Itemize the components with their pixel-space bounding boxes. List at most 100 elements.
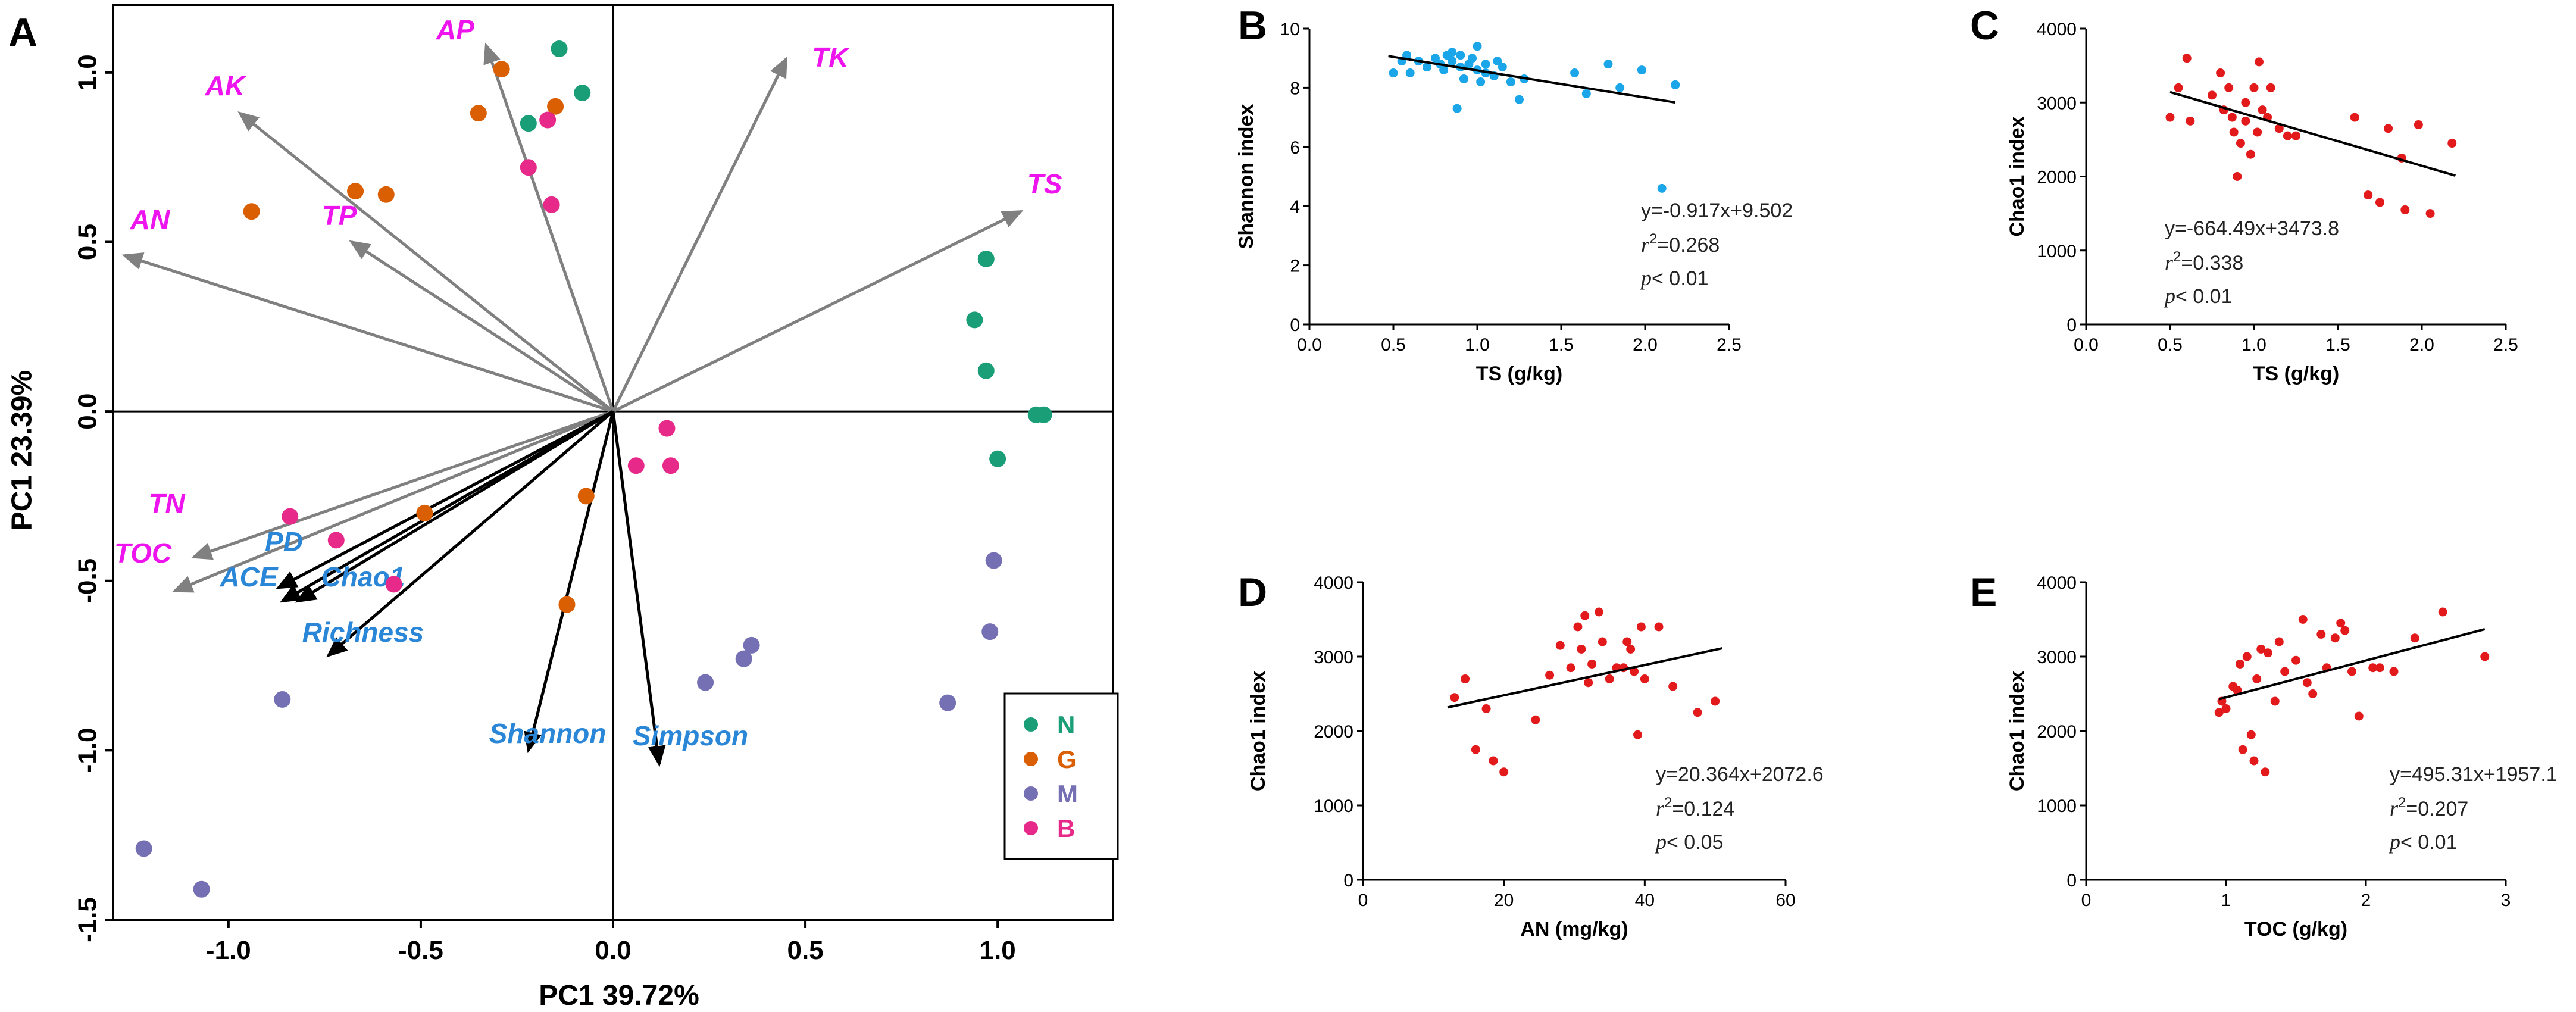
panel-c-chao1-vs-ts: 0.0 0.5 1.0 1.5 2.0 2.5 0 1000 2000 3000 4000 TS (g… <box>2006 20 2518 385</box>
data-point <box>1637 65 1646 75</box>
x-tick-label: 0.5 <box>1381 335 1406 355</box>
data-point <box>2258 105 2267 115</box>
data-point <box>1431 54 1440 63</box>
env-arrow-an <box>121 252 614 413</box>
panel-letter-e: E <box>1970 570 1997 615</box>
y-tick-label: 4000 <box>1314 573 1353 593</box>
x-tick-label: -1.0 <box>206 936 251 965</box>
legend-label-n: N <box>1057 711 1075 739</box>
x-tick-label: 1.5 <box>2325 335 2350 355</box>
data-point <box>2298 615 2308 624</box>
sample-point-b <box>539 111 557 129</box>
x-tick-label: 0.5 <box>2158 335 2183 355</box>
sample-point-b <box>327 532 345 549</box>
data-point <box>1422 63 1431 72</box>
data-point <box>1603 60 1613 69</box>
data-point <box>1657 183 1667 193</box>
data-point <box>1584 678 1593 688</box>
data-point <box>2233 172 2242 181</box>
data-point <box>2291 131 2300 140</box>
x-tick-label: 0.0 <box>1297 335 1322 355</box>
sample-point-g <box>493 61 510 78</box>
data-point <box>2480 652 2490 661</box>
p-symbol: p <box>2388 830 2400 854</box>
r-symbol: r <box>1641 233 1650 257</box>
data-point <box>2274 637 2284 646</box>
data-point <box>2414 120 2423 130</box>
data-point <box>2174 83 2183 92</box>
y-tick-label: -1.0 <box>73 727 102 773</box>
data-point <box>1711 696 1720 706</box>
sample-point-n <box>977 362 995 379</box>
data-point <box>2410 633 2419 643</box>
sample-point-b <box>282 508 299 525</box>
data-point <box>2241 98 2250 107</box>
p-value-text: p< 0.01 <box>2163 284 2232 308</box>
data-point <box>2308 689 2318 698</box>
x-tick-label: 0.0 <box>2074 335 2099 355</box>
y-tick-label: 2000 <box>2037 722 2077 742</box>
data-point <box>1555 641 1565 650</box>
data-point <box>2270 696 2280 706</box>
x-tick-label: 60 <box>1775 891 1795 910</box>
y-tick-label: 2000 <box>1314 722 1353 742</box>
data-point <box>2266 83 2275 92</box>
diversity-arrow-richness <box>326 410 614 658</box>
data-point <box>2400 205 2410 214</box>
legend-marker-g <box>1024 752 1038 766</box>
data-point <box>2233 685 2242 695</box>
r-squared-value: =0.268 <box>1657 234 1720 257</box>
data-point <box>2246 730 2256 739</box>
p-value: < 0.05 <box>1667 831 1723 854</box>
data-point <box>2447 139 2457 148</box>
legend-label-m: M <box>1057 780 1078 808</box>
r-superscript: 2 <box>1664 795 1672 811</box>
data-point <box>2254 57 2264 67</box>
data-point <box>1545 670 1555 680</box>
sample-point-b <box>662 457 679 474</box>
x-tick-label: 1.0 <box>980 936 1016 965</box>
y-tick-label: 0 <box>1290 316 1300 335</box>
x-tick-label: 40 <box>1635 891 1655 910</box>
sample-point-g <box>547 98 564 115</box>
env-arrow-ts <box>612 210 1024 413</box>
data-point <box>1499 767 1509 777</box>
r-superscript: 2 <box>2398 795 2406 811</box>
data-point <box>1581 89 1591 98</box>
sample-point-g <box>347 183 364 200</box>
y-axis-title: PC1 23.39% <box>7 370 38 531</box>
sample-point-m <box>985 552 1002 569</box>
data-point <box>2389 667 2399 676</box>
data-point <box>1498 63 1507 72</box>
panel-letter-c: C <box>1970 3 1999 48</box>
data-point <box>2241 116 2250 126</box>
y-tick-label: 2 <box>1290 257 1300 276</box>
env-label-ap: AP <box>436 14 474 45</box>
legend-label-g: G <box>1057 745 1077 773</box>
sample-point-n <box>989 450 1006 467</box>
data-point <box>1577 645 1586 654</box>
env-label-tn: TN <box>148 488 185 519</box>
sample-point-n <box>966 311 983 329</box>
data-point <box>2182 54 2192 63</box>
x-tick-label: 0 <box>1358 891 1368 910</box>
y-tick-label: 8 <box>1290 79 1300 98</box>
data-point <box>1389 68 1398 78</box>
p-value-text: p< 0.01 <box>1639 266 1708 290</box>
data-point <box>1448 48 1457 57</box>
y-tick-label: 3000 <box>1314 648 1353 667</box>
data-point <box>1459 74 1468 83</box>
p-value: < 0.01 <box>2175 285 2232 308</box>
data-point <box>2438 607 2447 617</box>
data-point <box>2425 209 2435 218</box>
data-point <box>2364 190 2373 200</box>
x-axis-title: TS (g/kg) <box>1476 363 1562 385</box>
data-point <box>2375 663 2384 673</box>
data-point <box>2261 767 2270 777</box>
data-point <box>1450 693 1459 702</box>
data-point <box>2208 90 2217 100</box>
y-tick-label: 3000 <box>2037 648 2077 667</box>
sample-point-m <box>135 840 152 857</box>
y-tick-label: 4 <box>1290 197 1300 217</box>
